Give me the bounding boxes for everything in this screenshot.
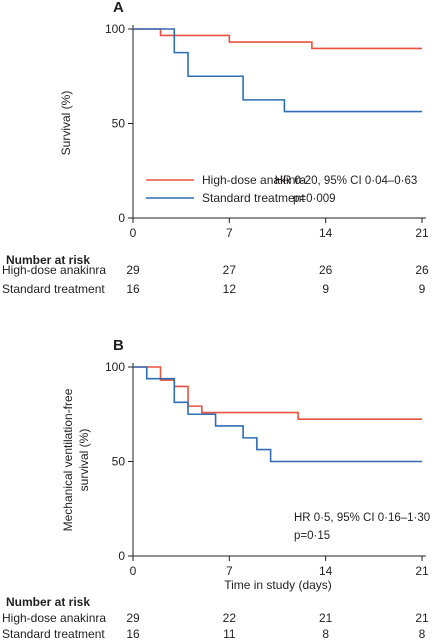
panel-b: B Mechanical ventilation-free survival (…	[2, 337, 430, 640]
panel-a-label: A	[113, 0, 124, 16]
panel-b-label: B	[113, 337, 124, 354]
risk-count: 22	[223, 611, 237, 625]
risk-count: 8	[419, 627, 426, 640]
panel-b-xlabel: Time in study (days)	[224, 578, 332, 592]
risk-count: 29	[126, 263, 140, 277]
risk-count: 16	[126, 282, 140, 296]
x-tick-label: 21	[415, 564, 429, 578]
risk-count: 12	[223, 282, 237, 296]
panel-b-ylabel-line2: survival (%)	[77, 429, 91, 492]
panel-b-hr-text: HR 0·5, 95% CI 0·16–1·30	[294, 512, 430, 524]
risk-count: 26	[319, 263, 333, 277]
y-tick-label: 50	[112, 455, 126, 469]
panel-a: A Survival (%) 0 50 100 0 7 14 21 High-dose an…	[2, 0, 429, 296]
panel-a-p-value: p=0·009	[293, 193, 336, 205]
risk-row-label: Standard treatment	[2, 627, 105, 640]
x-tick-label: 21	[415, 226, 429, 240]
risk-row-label: High-dose anakinra	[2, 263, 106, 277]
panel-b-p-value: p=0·15	[294, 530, 330, 542]
series-line-high-dose	[133, 366, 422, 420]
risk-count: 9	[322, 282, 329, 296]
legend-label-standard: Standard treatment	[202, 191, 305, 205]
panel-a-ylabel: Survival (%)	[59, 91, 73, 156]
panel-a-risk-title: Number at risk	[6, 253, 90, 267]
panel-b-risk-table: Number at risk High-dose anakinra Standa…	[2, 595, 429, 640]
risk-count: 26	[415, 263, 429, 277]
x-tick-label: 7	[226, 564, 233, 578]
risk-count: 16	[126, 627, 140, 640]
series-line-standard	[133, 28, 422, 113]
legend-label-high-dose: High-dose anakinra	[202, 173, 306, 187]
risk-count: 9	[419, 282, 426, 296]
risk-count: 21	[319, 611, 333, 625]
risk-count: 21	[415, 611, 429, 625]
panel-a-plot: 0 50 100 0 7 14 21	[105, 22, 429, 240]
x-tick-label: 14	[319, 226, 333, 240]
series-line-standard	[133, 366, 422, 463]
series-line-high-dose	[133, 28, 422, 50]
x-tick-label: 14	[319, 564, 333, 578]
panel-b-ylabel-line1: Mechanical ventilation-free	[61, 388, 75, 531]
y-tick-label: 0	[118, 549, 125, 563]
panel-b-plot: 0 50 100 0 7 14 21	[105, 360, 429, 578]
x-tick-label: 0	[130, 226, 137, 240]
x-tick-label: 0	[130, 564, 137, 578]
y-tick-label: 0	[118, 211, 125, 225]
panel-a-risk-table: Number at risk High-dose anakinra Standa…	[2, 253, 429, 296]
y-tick-label: 50	[112, 117, 126, 131]
y-tick-label: 100	[105, 360, 125, 374]
risk-count: 29	[126, 611, 140, 625]
panel-b-risk-title: Number at risk	[6, 595, 90, 609]
risk-count: 27	[223, 263, 237, 277]
risk-row-label: Standard treatment	[2, 282, 105, 296]
panel-a-hr-text: HR 0·20, 95% CI 0·04–0·63	[275, 175, 418, 187]
panel-a-legend: High-dose anakinra Standard treatment	[146, 173, 306, 205]
risk-row-label: High-dose anakinra	[2, 611, 106, 625]
risk-count: 8	[322, 627, 329, 640]
risk-count: 11	[223, 627, 236, 640]
x-tick-label: 7	[226, 226, 233, 240]
y-tick-label: 100	[105, 22, 125, 36]
